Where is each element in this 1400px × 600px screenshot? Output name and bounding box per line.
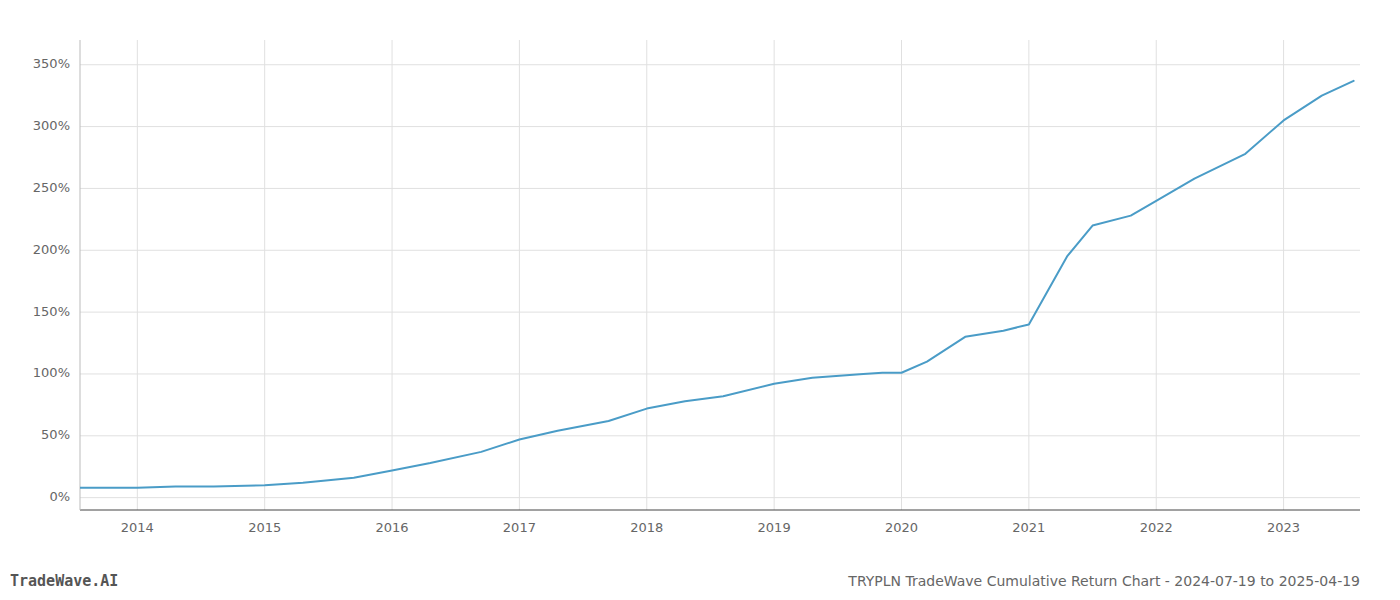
x-grid-line bbox=[1156, 40, 1157, 510]
return-line bbox=[80, 81, 1354, 488]
watermark: TradeWave.AI bbox=[10, 572, 118, 590]
x-tick-label: 2017 bbox=[503, 520, 536, 535]
y-tick-label: 0% bbox=[49, 489, 70, 504]
y-grid-line bbox=[80, 373, 1360, 374]
y-tick-label: 150% bbox=[33, 304, 70, 319]
x-grid-line bbox=[1283, 40, 1284, 510]
x-tick-label: 2015 bbox=[248, 520, 281, 535]
x-tick-label: 2018 bbox=[630, 520, 663, 535]
x-tick-label: 2021 bbox=[1012, 520, 1045, 535]
x-axis-line bbox=[80, 510, 1360, 511]
y-tick-label: 250% bbox=[33, 180, 70, 195]
y-tick-label: 50% bbox=[41, 427, 70, 442]
x-tick-label: 2022 bbox=[1140, 520, 1173, 535]
plot-area bbox=[80, 81, 1354, 488]
y-grid-line bbox=[80, 64, 1360, 65]
y-tick-label: 200% bbox=[33, 242, 70, 257]
x-tick-label: 2023 bbox=[1267, 520, 1300, 535]
y-grid-line bbox=[80, 188, 1360, 189]
x-grid-line bbox=[1028, 40, 1029, 510]
x-grid-line bbox=[392, 40, 393, 510]
chart: 0% 50% 100% 150% 200% 250% 300% 350% 2014 2015 201… bbox=[0, 0, 1400, 600]
y-axis-line bbox=[80, 40, 81, 510]
x-grid-line bbox=[774, 40, 775, 510]
x-tick-label: 2014 bbox=[121, 520, 154, 535]
y-tick-label: 100% bbox=[33, 365, 70, 380]
x-grid-line bbox=[137, 40, 138, 510]
title: TRYPLN TradeWave Cumulative Return Chart… bbox=[847, 573, 1360, 589]
x-grid-line bbox=[901, 40, 902, 510]
x-tick-label: 2020 bbox=[885, 520, 918, 535]
x-grid-line bbox=[646, 40, 647, 510]
y-grid-line bbox=[80, 435, 1360, 436]
x-tick-label: 2016 bbox=[375, 520, 408, 535]
x-grid-line bbox=[264, 40, 265, 510]
y-grid-line bbox=[80, 126, 1360, 127]
y-tick-label: 300% bbox=[33, 118, 70, 133]
y-tick-label: 350% bbox=[33, 56, 70, 71]
y-grid-line bbox=[80, 312, 1360, 313]
y-grid-line bbox=[80, 250, 1360, 251]
y-grid-line bbox=[80, 497, 1360, 498]
x-tick-label: 2019 bbox=[758, 520, 791, 535]
